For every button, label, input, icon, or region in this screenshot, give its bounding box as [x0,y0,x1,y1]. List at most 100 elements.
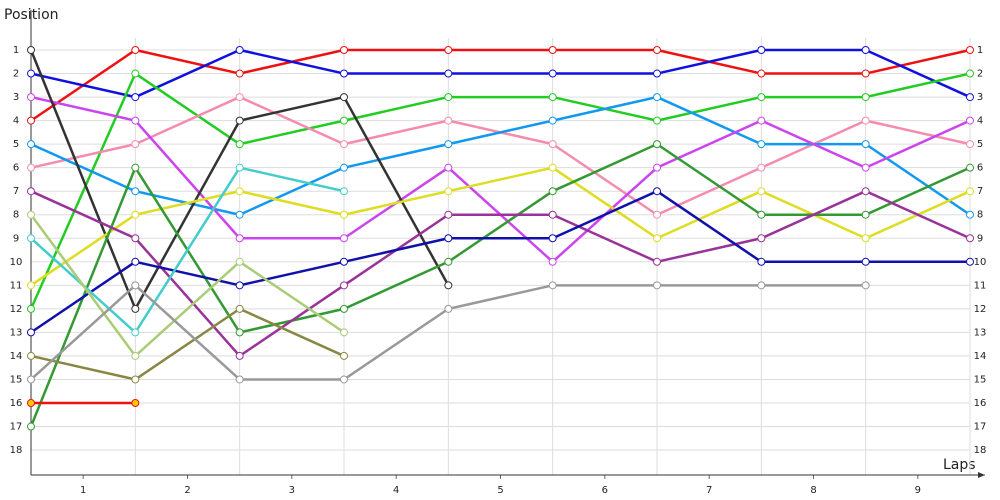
point [653,257,661,266]
series-line [30,95,971,216]
x-axis-arrow [978,472,985,478]
series-line [30,189,970,334]
y-tick-label-right: 16 [974,398,987,409]
point [548,257,557,266]
y-tick-label: 16 [10,398,23,409]
point [757,46,766,55]
y-tick-label: 3 [13,92,19,103]
point [235,187,244,196]
point [340,116,348,125]
point [340,375,348,384]
point [131,187,140,196]
y-tick-label-right: 5 [977,139,983,150]
point [444,46,453,55]
point [235,234,244,243]
y-tick-label-right: 3 [977,92,983,103]
point [966,187,974,196]
point [131,398,140,407]
point [444,140,453,149]
point [861,281,870,290]
point [653,93,661,102]
y-tick-label-right: 13 [974,327,987,338]
y-tick-label-right: 4 [977,116,983,127]
point [861,140,870,149]
x-tick-label: 4 [393,485,399,496]
y-tick-label-right: 9 [977,233,983,244]
point [131,69,140,78]
y-tick-label: 4 [13,116,19,127]
y-tick-label-right: 8 [977,210,983,221]
y-tick-label: 7 [13,186,19,197]
point [131,210,140,219]
point [444,234,453,243]
y-tick-label: 12 [10,304,23,315]
point [235,210,244,219]
x-tick-label: 9 [915,485,921,496]
point [548,210,557,219]
point [340,69,348,78]
point [444,93,453,102]
point [340,304,348,313]
y-tick-label: 14 [10,351,23,362]
point [340,93,348,102]
point [27,398,35,407]
point [235,46,244,55]
y-tick-label-right: 15 [974,374,987,385]
point [340,210,348,219]
point [131,116,140,125]
y-tick-label-right: 2 [977,69,983,80]
point [235,257,244,266]
point [653,281,661,290]
point [757,257,766,266]
point [966,234,974,243]
point [131,328,140,337]
point [861,46,870,55]
y-tick-label: 15 [10,374,23,385]
y-tick-label: 2 [13,69,19,80]
x-tick-label: 2 [184,485,190,496]
y-tick-label: 17 [10,422,23,433]
point [966,257,974,266]
point [548,46,557,55]
point [131,93,140,102]
y-tick-label: 13 [10,327,23,338]
point [548,93,557,102]
point [27,140,35,149]
point [653,187,661,196]
y-tick-label-right: 10 [974,257,987,268]
point [131,46,140,55]
y-tick-label-right: 17 [974,422,987,433]
series-line [30,189,971,358]
point [653,46,661,55]
point [340,140,348,149]
point [340,234,348,243]
point [235,140,244,149]
point [27,281,35,290]
point [235,281,244,290]
x-tick-label: 5 [497,485,503,496]
point [653,210,661,219]
point [444,304,453,313]
point [131,257,140,266]
point [653,116,661,125]
y-tick-label: 10 [10,257,23,268]
point [757,69,766,78]
point [966,116,974,125]
x-tick-label: 8 [810,485,816,496]
point [548,187,557,196]
x-tick-label: 3 [289,485,295,496]
point [548,140,557,149]
point [966,46,974,55]
x-axis-label: Laps [943,457,976,473]
y-tick-label: 8 [13,210,19,221]
point [131,304,140,313]
y-tick-label-right: 12 [974,304,987,315]
x-tick-label: 1 [80,485,86,496]
point [966,210,974,219]
point [757,234,766,243]
point [966,69,974,78]
point [861,69,870,78]
point [757,116,766,125]
point [861,210,870,219]
